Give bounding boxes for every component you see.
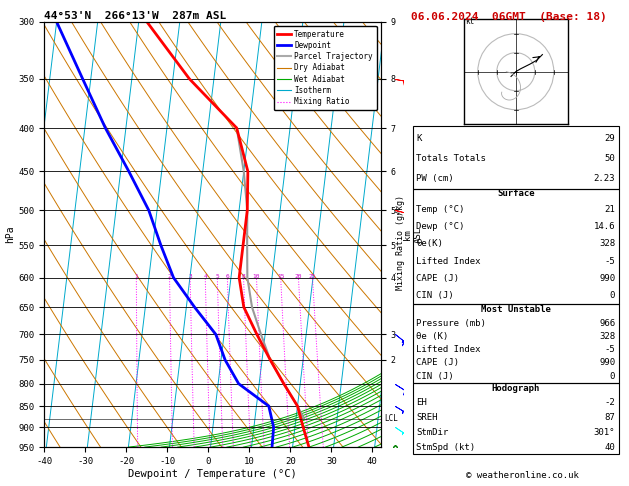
Text: Surface: Surface [497, 190, 535, 198]
Text: 2: 2 [168, 274, 172, 279]
Text: CIN (J): CIN (J) [416, 372, 454, 381]
Text: 0: 0 [610, 372, 615, 381]
Text: 966: 966 [599, 318, 615, 328]
Text: 25: 25 [309, 274, 316, 279]
Text: 20: 20 [294, 274, 302, 279]
Text: 5: 5 [215, 274, 219, 279]
Text: kt: kt [465, 17, 475, 26]
Text: Lifted Index: Lifted Index [416, 345, 481, 354]
Text: 1: 1 [135, 274, 138, 279]
Text: Temp (°C): Temp (°C) [416, 205, 465, 214]
Text: 3: 3 [188, 274, 192, 279]
Text: 4: 4 [203, 274, 207, 279]
Text: K: K [416, 134, 422, 143]
Text: -5: -5 [604, 257, 615, 265]
Text: 2.23: 2.23 [594, 174, 615, 183]
Text: 301°: 301° [594, 428, 615, 437]
Text: © weatheronline.co.uk: © weatheronline.co.uk [465, 471, 579, 480]
Text: θe (K): θe (K) [416, 332, 448, 341]
Text: CAPE (J): CAPE (J) [416, 359, 459, 367]
Text: Most Unstable: Most Unstable [481, 305, 551, 313]
Y-axis label: km
ASL: km ASL [403, 226, 423, 243]
Text: Lifted Index: Lifted Index [416, 257, 481, 265]
Text: θe(K): θe(K) [416, 240, 443, 248]
Text: CIN (J): CIN (J) [416, 291, 454, 300]
Text: SREH: SREH [416, 413, 438, 422]
Text: Dewp (°C): Dewp (°C) [416, 222, 465, 231]
Text: 50: 50 [604, 154, 615, 163]
Text: 8: 8 [242, 274, 245, 279]
Text: CAPE (J): CAPE (J) [416, 274, 459, 283]
Y-axis label: hPa: hPa [6, 226, 15, 243]
Text: Totals Totals: Totals Totals [416, 154, 486, 163]
Text: 990: 990 [599, 359, 615, 367]
Text: 87: 87 [604, 413, 615, 422]
Text: 6: 6 [225, 274, 229, 279]
Text: 21: 21 [604, 205, 615, 214]
Text: Hodograph: Hodograph [492, 384, 540, 393]
Text: StmSpd (kt): StmSpd (kt) [416, 443, 476, 451]
Text: 40: 40 [604, 443, 615, 451]
Text: -2: -2 [604, 399, 615, 407]
Text: 10: 10 [253, 274, 260, 279]
Text: 44°53'N  266°13'W  287m ASL: 44°53'N 266°13'W 287m ASL [44, 11, 226, 21]
Text: 29: 29 [604, 134, 615, 143]
Text: StmDir: StmDir [416, 428, 448, 437]
Text: LCL: LCL [384, 415, 398, 423]
Text: 0: 0 [610, 291, 615, 300]
Legend: Temperature, Dewpoint, Parcel Trajectory, Dry Adiabat, Wet Adiabat, Isotherm, Mi: Temperature, Dewpoint, Parcel Trajectory… [274, 26, 377, 110]
Text: 15: 15 [277, 274, 284, 279]
Text: Pressure (mb): Pressure (mb) [416, 318, 486, 328]
Text: PW (cm): PW (cm) [416, 174, 454, 183]
Text: 990: 990 [599, 274, 615, 283]
X-axis label: Dewpoint / Temperature (°C): Dewpoint / Temperature (°C) [128, 469, 297, 479]
Text: -5: -5 [604, 345, 615, 354]
Text: EH: EH [416, 399, 427, 407]
Text: Mixing Ratio (g/kg): Mixing Ratio (g/kg) [396, 195, 405, 291]
Text: 06.06.2024  06GMT  (Base: 18): 06.06.2024 06GMT (Base: 18) [411, 12, 606, 22]
Text: 328: 328 [599, 240, 615, 248]
Text: 328: 328 [599, 332, 615, 341]
Text: 14.6: 14.6 [594, 222, 615, 231]
